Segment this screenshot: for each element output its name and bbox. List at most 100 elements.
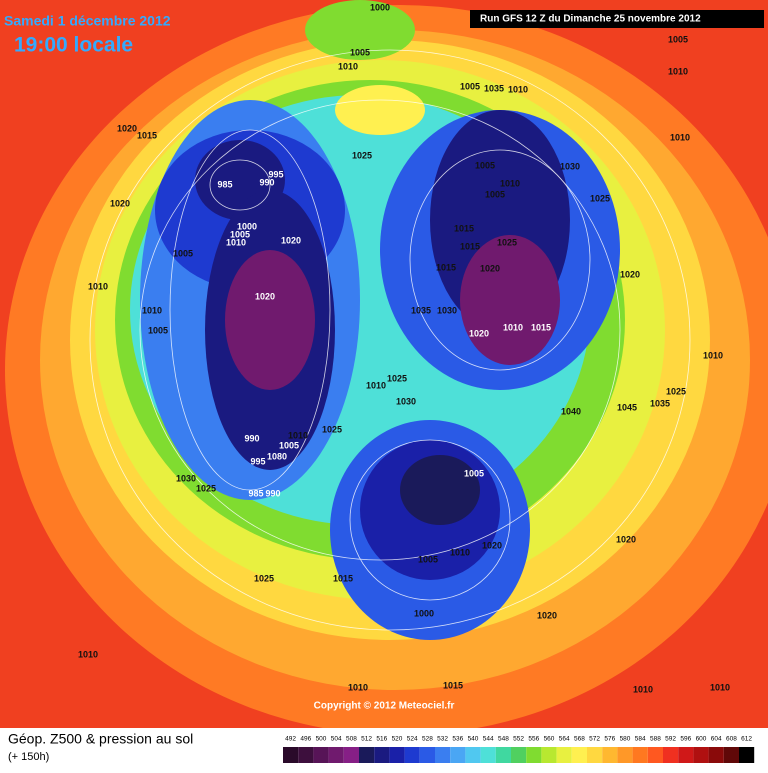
legend-swatch xyxy=(343,747,359,763)
run-box xyxy=(470,10,764,28)
isobar-label: 1005 xyxy=(460,81,480,91)
legend-level: 524 xyxy=(407,736,418,743)
legend-lead: (+ 150h) xyxy=(8,751,49,763)
legend-level: 600 xyxy=(696,736,707,743)
legend-level: 572 xyxy=(589,736,600,743)
legend-title: Géop. Z500 & pression au sol xyxy=(8,731,193,747)
legend-level: 568 xyxy=(574,736,585,743)
legend-level: 556 xyxy=(528,736,539,743)
isobar-label: 1010 xyxy=(142,305,162,315)
isobar-label: 1015 xyxy=(333,573,353,583)
isobar-label: 985 xyxy=(248,488,263,498)
legend-swatch xyxy=(663,747,679,763)
legend-swatch xyxy=(389,747,405,763)
legend-swatch xyxy=(617,747,633,763)
legend-swatch xyxy=(632,747,648,763)
legend-swatch xyxy=(359,747,375,763)
isobar-label: 1020 xyxy=(537,610,557,620)
isobar-label: 1025 xyxy=(322,424,342,434)
legend-level: 596 xyxy=(680,736,691,743)
legend-level: 520 xyxy=(392,736,403,743)
legend-level: 512 xyxy=(361,736,372,743)
legend-level: 584 xyxy=(635,736,646,743)
isobar-label: 1010 xyxy=(450,547,470,557)
isobar-label: 1030 xyxy=(176,473,196,483)
isobar-label: 1015 xyxy=(436,262,456,272)
legend-level: 560 xyxy=(544,736,555,743)
isobar-label: 1025 xyxy=(497,237,517,247)
isobar-label: 1015 xyxy=(460,241,480,251)
isobar-label: 1010 xyxy=(633,684,653,694)
legend-level: 544 xyxy=(483,736,494,743)
isobar-label: 1015 xyxy=(531,322,551,332)
isobar-label: 1035 xyxy=(411,305,431,315)
isobar-label: 1005 xyxy=(350,47,370,57)
isobar-label: 1035 xyxy=(650,398,670,408)
legend-level: 548 xyxy=(498,736,509,743)
legend-swatch xyxy=(465,747,481,763)
legend-level: 592 xyxy=(665,736,676,743)
isobar-label: 1020 xyxy=(281,235,301,245)
legend-level: 492 xyxy=(285,736,296,743)
isobar-label: 1010 xyxy=(710,682,730,692)
legend-level: 576 xyxy=(604,736,615,743)
legend-level: 516 xyxy=(376,736,387,743)
isobar-label: 1010 xyxy=(508,84,528,94)
isobar-label: 1010 xyxy=(500,178,520,188)
legend-swatch xyxy=(678,747,694,763)
isobar-label: 1010 xyxy=(78,649,98,659)
isobar-label: 1030 xyxy=(396,396,416,406)
isobar-label: 995 xyxy=(268,169,283,179)
legend-swatch xyxy=(541,747,557,763)
legend-swatch xyxy=(556,747,572,763)
isobar-label: 1080 xyxy=(267,451,287,461)
legend-level: 604 xyxy=(711,736,722,743)
isobar-label: 1000 xyxy=(237,221,257,231)
isobar-label: 1005 xyxy=(279,440,299,450)
isobar-label: 1020 xyxy=(616,534,636,544)
legend-level: 536 xyxy=(452,736,463,743)
legend-swatch xyxy=(298,747,314,763)
isobar-label: 1005 xyxy=(485,189,505,199)
isobar-label: 1020 xyxy=(482,540,502,550)
isobar-label: 1010 xyxy=(338,61,358,71)
isobar-label: 1020 xyxy=(469,328,489,338)
legend-swatch xyxy=(708,747,724,763)
isobar-label: 1010 xyxy=(88,281,108,291)
isobar-label: 1010 xyxy=(703,350,723,360)
isobar-label: 1005 xyxy=(464,468,484,478)
legend-swatch xyxy=(526,747,542,763)
isobar-label: 1010 xyxy=(288,430,308,440)
legend-level: 496 xyxy=(300,736,311,743)
isobar-label: 1005 xyxy=(230,229,250,239)
legend-swatch xyxy=(571,747,587,763)
isobar-label: 1020 xyxy=(620,269,640,279)
isobar-label: 1025 xyxy=(387,373,407,383)
legend-swatch xyxy=(739,747,755,763)
isobar-label: 1020 xyxy=(110,198,130,208)
legend-swatch xyxy=(587,747,603,763)
isobar-label: 1030 xyxy=(437,305,457,315)
legend-swatch xyxy=(283,747,299,763)
isobar-label: 990 xyxy=(265,488,280,498)
isobar-label: 1025 xyxy=(352,150,372,160)
run-info: Run GFS 12 Z du Dimanche 25 novembre 201… xyxy=(480,14,701,25)
legend-swatch xyxy=(313,747,329,763)
isobar-label: 1005 xyxy=(173,248,193,258)
legend-level: 608 xyxy=(726,736,737,743)
isobar-label: 1025 xyxy=(666,386,686,396)
isobar-label: 1045 xyxy=(617,402,637,412)
copyright: Copyright © 2012 Meteociel.fr xyxy=(314,701,455,712)
legend-swatch xyxy=(419,747,435,763)
isobar-label: 1030 xyxy=(560,161,580,171)
legend-level: 588 xyxy=(650,736,661,743)
isobar-label: 1005 xyxy=(668,34,688,44)
legend-swatch xyxy=(450,747,466,763)
isobar-label: 1020 xyxy=(480,263,500,273)
legend-level: 580 xyxy=(620,736,631,743)
isobar-label: 1010 xyxy=(366,380,386,390)
legend-level: 564 xyxy=(559,736,570,743)
date: Samedi 1 décembre 2012 xyxy=(4,13,171,29)
isobar-label: 1005 xyxy=(475,160,495,170)
